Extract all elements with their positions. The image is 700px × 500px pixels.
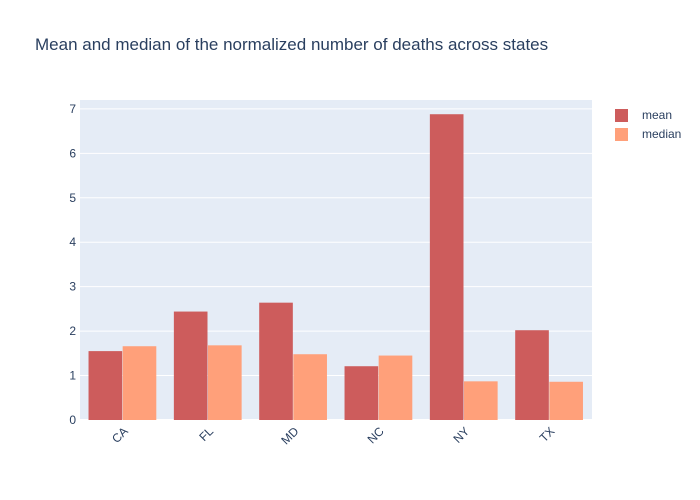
y-tick-label: 4 (69, 235, 76, 249)
y-tick-label: 6 (69, 146, 76, 160)
bar-mean-md[interactable] (259, 302, 293, 420)
bar-median-ny[interactable] (464, 381, 498, 420)
y-axis: 0 1 2 3 4 5 6 7 (69, 102, 76, 427)
legend-label-median: median (642, 127, 681, 141)
legend-item-median[interactable]: median (615, 127, 681, 141)
bar-median-tx[interactable] (549, 381, 583, 420)
bar-mean-ca[interactable] (88, 351, 123, 420)
x-tick-label: MD (278, 424, 301, 447)
legend-item-mean[interactable]: mean (615, 108, 672, 122)
y-tick-label: 2 (69, 324, 76, 338)
x-tick-label: NC (365, 424, 387, 446)
bar-mean-ny[interactable] (429, 114, 464, 420)
legend[interactable]: mean median (615, 108, 681, 141)
legend-swatch-mean (615, 109, 628, 122)
y-tick-label: 5 (69, 191, 76, 205)
legend-swatch-median (615, 128, 628, 141)
bar-median-md[interactable] (293, 354, 327, 420)
y-tick-label: 0 (69, 413, 76, 427)
x-tick-label: FL (196, 424, 216, 444)
bar-mean-fl[interactable] (173, 311, 208, 420)
x-tick-label: TX (537, 424, 558, 445)
bar-mean-nc[interactable] (344, 366, 379, 420)
legend-label-mean: mean (642, 108, 672, 122)
y-tick-label: 3 (69, 280, 76, 294)
x-tick-label: NY (450, 424, 472, 446)
bar-mean-tx[interactable] (515, 330, 549, 420)
y-tick-label: 1 (69, 369, 76, 383)
x-tick-label: CA (109, 424, 131, 446)
bars (88, 114, 583, 420)
bar-median-nc[interactable] (378, 355, 413, 420)
chart-title: Mean and median of the normalized number… (35, 35, 548, 54)
x-axis: CA FL MD NC NY TX (109, 424, 557, 447)
bar-median-ca[interactable] (122, 346, 157, 420)
y-tick-label: 7 (69, 102, 76, 116)
gridlines (80, 108, 592, 421)
bar-median-fl[interactable] (208, 345, 242, 420)
